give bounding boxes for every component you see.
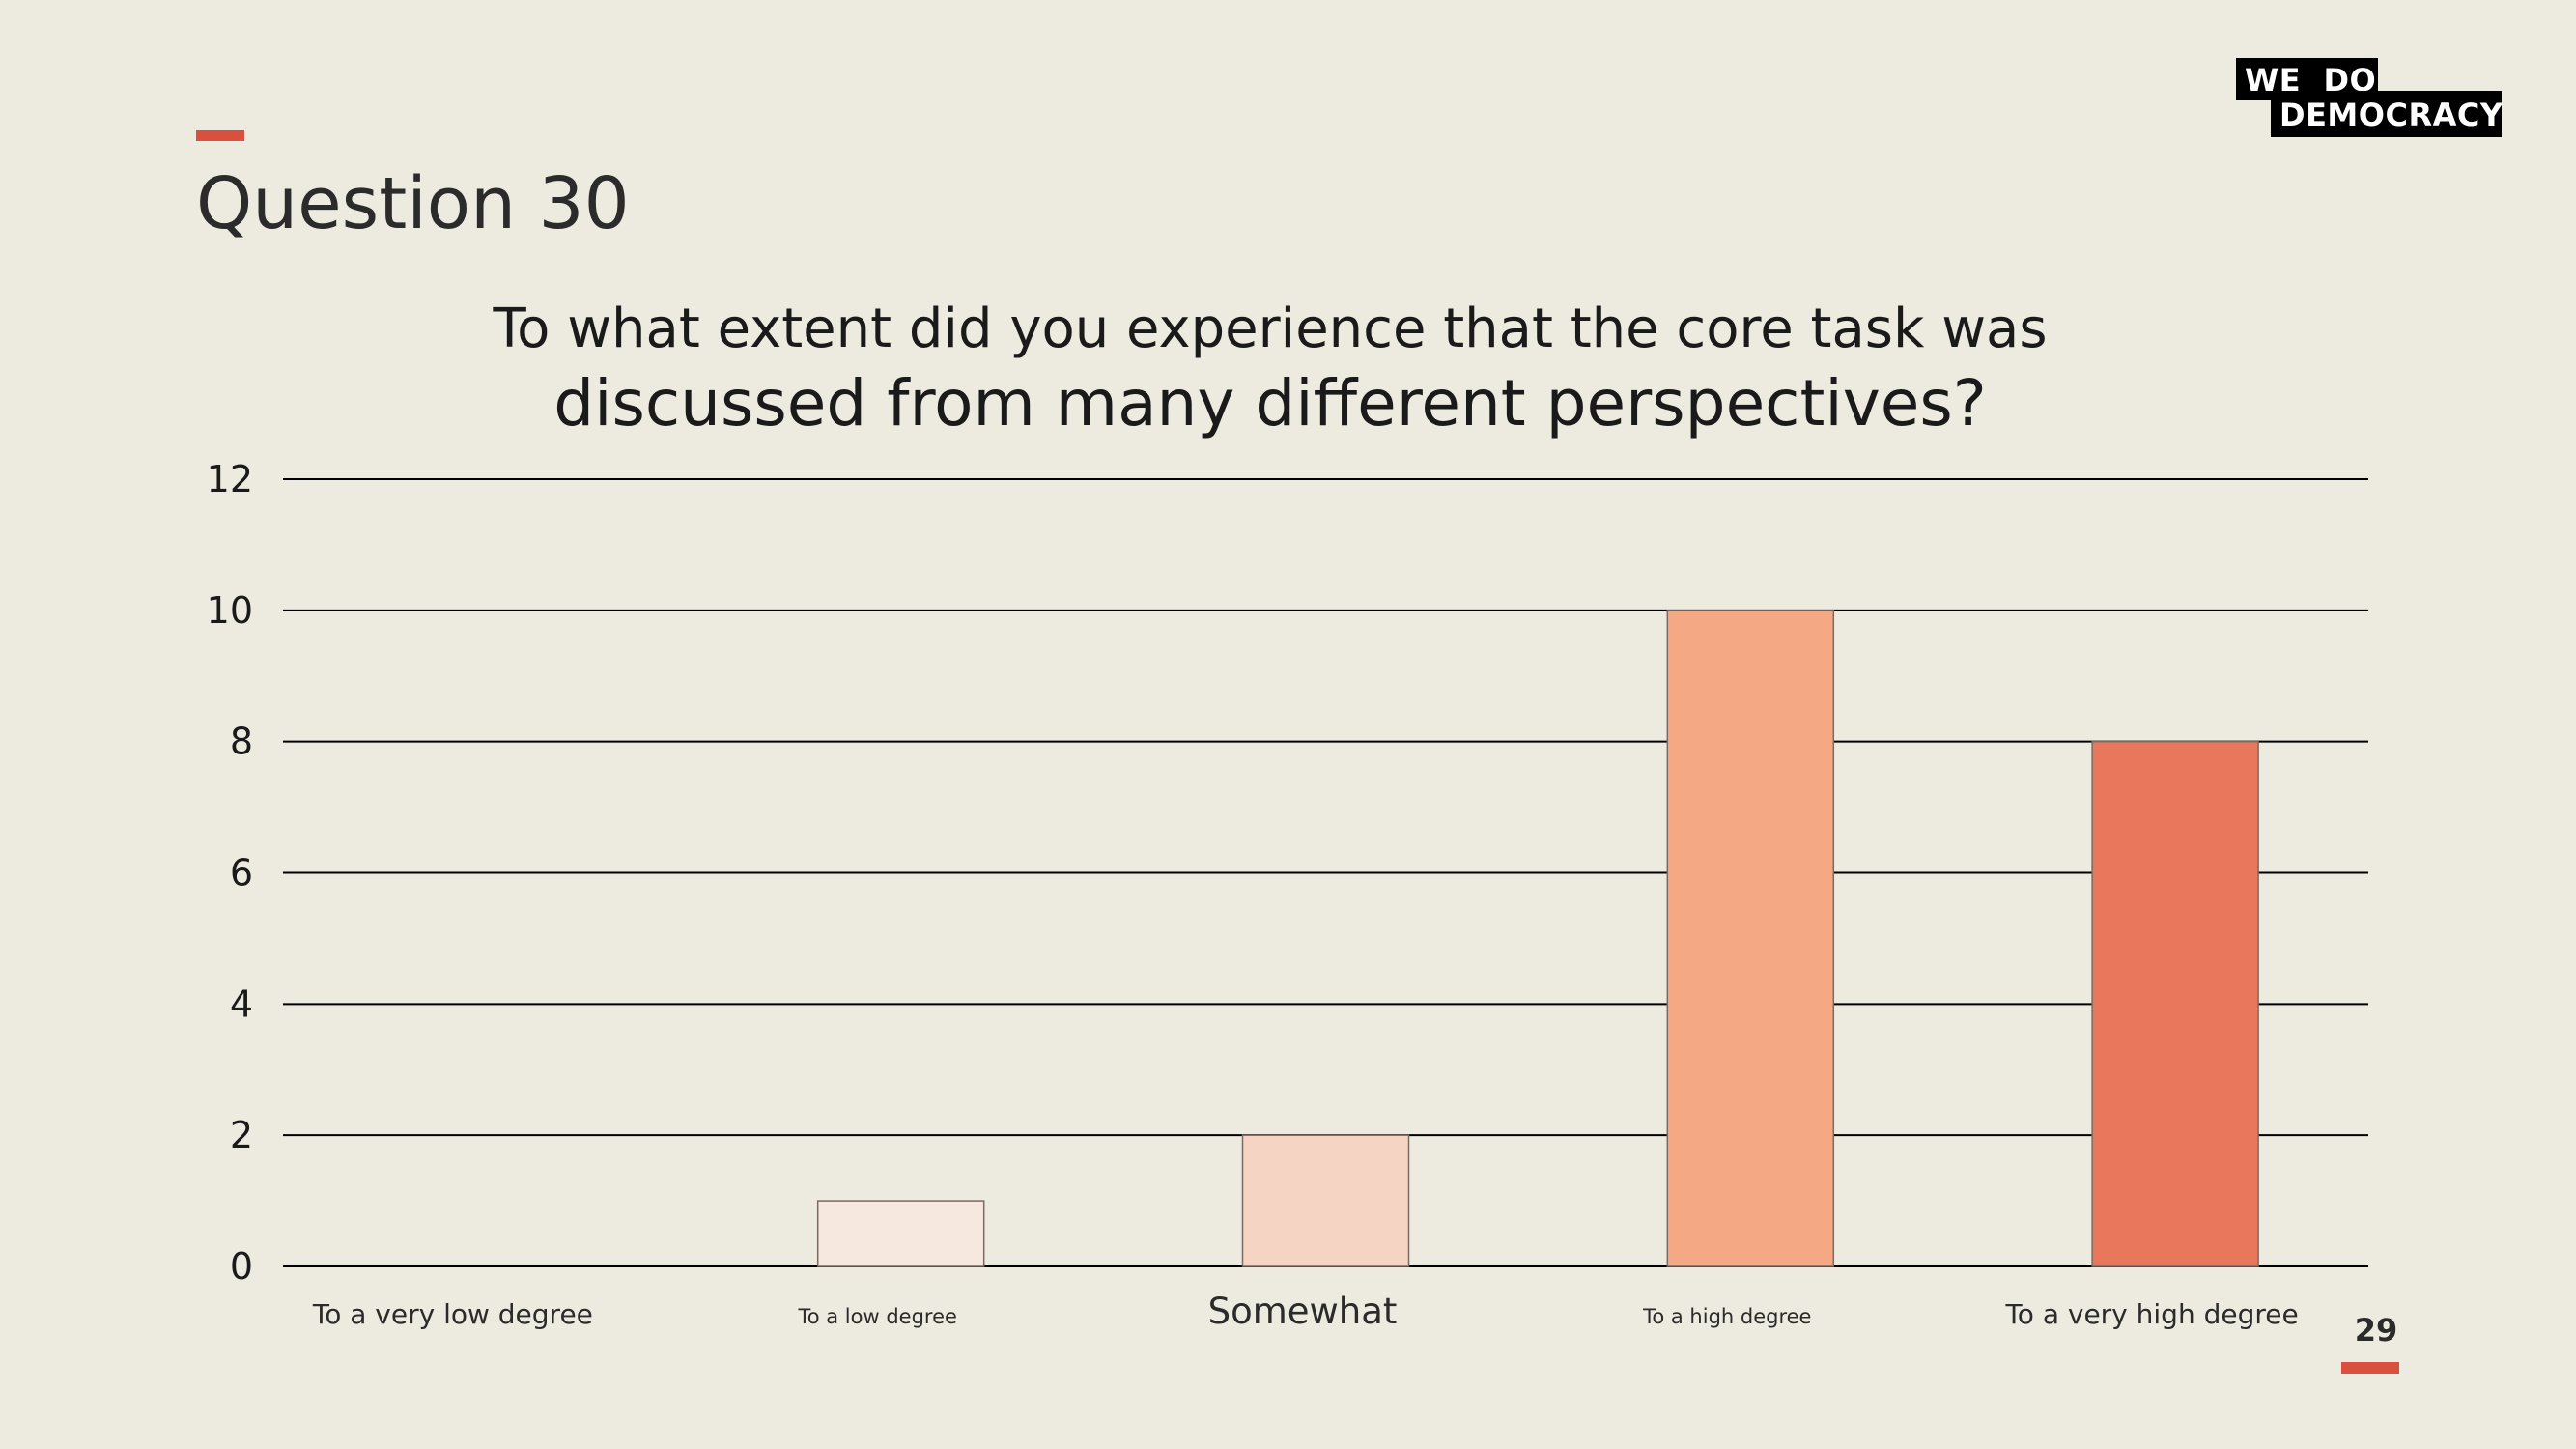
chart-title-block: To what extent did you experience that t… [0, 292, 2540, 440]
x-tick-label: Somewhat [1208, 1291, 1398, 1332]
we-do-democracy-logo: WE DO DEMOCRACY [2236, 58, 2503, 137]
x-tick-label: To a very high degree [2004, 1298, 2298, 1330]
y-tick-label: 8 [230, 721, 253, 763]
bar [1666, 610, 1835, 1267]
bar [816, 1200, 985, 1267]
y-tick-label: 10 [207, 589, 253, 632]
bar [1241, 1134, 1410, 1267]
chart-subtitle: discussed from many different perspectiv… [553, 366, 1987, 440]
y-tick-label: 12 [207, 458, 253, 500]
x-tick-label: To a low degree [797, 1305, 956, 1328]
page-accent-bar [2341, 1362, 2399, 1374]
y-tick-label: 0 [230, 1245, 253, 1288]
y-tick-label: 2 [230, 1114, 253, 1156]
y-tick-label: 4 [230, 982, 253, 1025]
page-title: Question 30 [196, 162, 630, 245]
y-tick-label: 6 [230, 852, 253, 895]
chart-title: To what extent did you experience that t… [493, 298, 2048, 360]
page-number: 29 [2354, 1312, 2398, 1349]
logo-line-2: DEMOCRACY [2271, 91, 2503, 137]
x-tick-label: To a very low degree [312, 1298, 593, 1330]
title-accent-bar [196, 130, 244, 141]
x-tick-label: To a high degree [1642, 1305, 1811, 1328]
bar [2091, 740, 2259, 1267]
